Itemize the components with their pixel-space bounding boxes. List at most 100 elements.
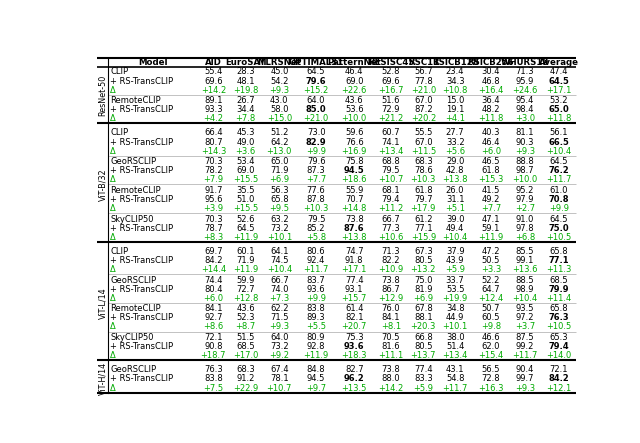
Text: 76.6: 76.6 <box>345 138 364 147</box>
Text: 52.2: 52.2 <box>482 276 500 284</box>
Text: 79.6: 79.6 <box>306 77 326 85</box>
Text: 67.3: 67.3 <box>414 247 433 256</box>
Text: 75.8: 75.8 <box>345 157 364 166</box>
Text: 53.6: 53.6 <box>345 105 364 114</box>
Text: 47.4: 47.4 <box>549 67 568 77</box>
Text: 46.4: 46.4 <box>482 138 500 147</box>
Text: 98.9: 98.9 <box>516 285 534 294</box>
Text: +11.3: +11.3 <box>546 265 572 274</box>
Text: +3.6: +3.6 <box>236 147 256 155</box>
Text: 37.9: 37.9 <box>446 247 465 256</box>
Text: 68.3: 68.3 <box>414 157 433 166</box>
Text: +22.6: +22.6 <box>342 85 367 95</box>
Text: 35.5: 35.5 <box>236 186 255 195</box>
Text: 50.7: 50.7 <box>482 304 500 313</box>
Text: +5.8: +5.8 <box>306 233 326 242</box>
Text: +15.2: +15.2 <box>303 85 329 95</box>
Text: 51.6: 51.6 <box>382 96 400 105</box>
Text: 79.5: 79.5 <box>382 166 400 175</box>
Text: 43.1: 43.1 <box>446 365 465 374</box>
Text: +3.3: +3.3 <box>481 265 501 274</box>
Text: 83.7: 83.7 <box>307 276 326 284</box>
Text: +9.2: +9.2 <box>269 351 289 360</box>
Text: 67.8: 67.8 <box>414 304 433 313</box>
Text: 92.7: 92.7 <box>204 313 223 323</box>
Text: 49.0: 49.0 <box>237 138 255 147</box>
Text: SkyCLIP50: SkyCLIP50 <box>110 214 154 224</box>
Text: 90.3: 90.3 <box>516 138 534 147</box>
Text: RSICB256: RSICB256 <box>468 58 514 67</box>
Text: 88.8: 88.8 <box>516 157 534 166</box>
Text: 43.9: 43.9 <box>446 256 465 265</box>
Text: + RS-TransCLIP: + RS-TransCLIP <box>110 105 173 114</box>
Text: 64.0: 64.0 <box>307 96 325 105</box>
Text: 68.5: 68.5 <box>236 342 255 351</box>
Text: +8.3: +8.3 <box>204 233 223 242</box>
Text: +10.4: +10.4 <box>442 233 468 242</box>
Text: + RS-TransCLIP: + RS-TransCLIP <box>110 256 173 265</box>
Text: 80.5: 80.5 <box>414 342 433 351</box>
Text: 82.9: 82.9 <box>306 138 326 147</box>
Text: 87.3: 87.3 <box>307 166 326 175</box>
Text: 87.5: 87.5 <box>516 333 534 342</box>
Text: + RS-TransCLIP: + RS-TransCLIP <box>110 195 173 204</box>
Text: 34.4: 34.4 <box>236 105 255 114</box>
Text: 84.2: 84.2 <box>204 256 223 265</box>
Text: 47.2: 47.2 <box>482 247 500 256</box>
Text: 77.1: 77.1 <box>414 224 433 233</box>
Text: WHURS19: WHURS19 <box>501 58 549 67</box>
Text: 48.2: 48.2 <box>482 105 500 114</box>
Text: 65.8: 65.8 <box>549 304 568 313</box>
Text: +16.7: +16.7 <box>378 85 404 95</box>
Text: 64.5: 64.5 <box>549 157 568 166</box>
Text: +12.1: +12.1 <box>546 384 572 392</box>
Text: GeoRSCLIP: GeoRSCLIP <box>110 276 156 284</box>
Text: 66.5: 66.5 <box>548 138 569 147</box>
Text: +10.5: +10.5 <box>546 233 572 242</box>
Text: 50.5: 50.5 <box>482 256 500 265</box>
Text: 15.0: 15.0 <box>446 96 464 105</box>
Text: + RS-TransCLIP: + RS-TransCLIP <box>110 77 173 85</box>
Text: +10.7: +10.7 <box>378 175 404 184</box>
Text: 64.2: 64.2 <box>270 138 289 147</box>
Text: 88.5: 88.5 <box>516 276 534 284</box>
Text: 96.2: 96.2 <box>344 374 365 383</box>
Text: +11.4: +11.4 <box>546 294 572 303</box>
Text: 85.2: 85.2 <box>307 224 325 233</box>
Text: +13.7: +13.7 <box>411 351 436 360</box>
Text: +9.7: +9.7 <box>306 384 326 392</box>
Text: 49.4: 49.4 <box>446 224 464 233</box>
Text: 77.4: 77.4 <box>414 365 433 374</box>
Text: +10.5: +10.5 <box>546 323 572 331</box>
Text: Δ: Δ <box>110 351 116 360</box>
Text: +10.4: +10.4 <box>267 265 292 274</box>
Text: +11.5: +11.5 <box>411 147 436 155</box>
Text: 77.8: 77.8 <box>414 77 433 85</box>
Text: +11.9: +11.9 <box>233 265 259 274</box>
Text: +10.7: +10.7 <box>267 384 292 392</box>
Text: + RS-TransCLIP: + RS-TransCLIP <box>110 224 173 233</box>
Text: 84.8: 84.8 <box>307 365 325 374</box>
Text: EuroSAT: EuroSAT <box>225 58 266 67</box>
Text: 54.2: 54.2 <box>270 77 289 85</box>
Text: 44.9: 44.9 <box>446 313 464 323</box>
Text: +7.7: +7.7 <box>306 175 326 184</box>
Text: 91.2: 91.2 <box>237 374 255 383</box>
Text: 66.4: 66.4 <box>204 128 223 137</box>
Text: 53.2: 53.2 <box>549 96 568 105</box>
Text: +8.7: +8.7 <box>236 323 256 331</box>
Text: 42.8: 42.8 <box>446 166 465 175</box>
Text: 76.3: 76.3 <box>548 313 569 323</box>
Text: 46.5: 46.5 <box>482 157 500 166</box>
Text: 74.0: 74.0 <box>270 285 289 294</box>
Text: 43.6: 43.6 <box>345 96 364 105</box>
Text: +6.9: +6.9 <box>269 175 289 184</box>
Text: 67.0: 67.0 <box>414 96 433 105</box>
Text: +3.0: +3.0 <box>515 114 535 123</box>
Text: Average: Average <box>539 58 579 67</box>
Text: 73.0: 73.0 <box>307 128 325 137</box>
Text: +12.9: +12.9 <box>378 294 404 303</box>
Text: +17.9: +17.9 <box>411 204 436 213</box>
Text: 87.8: 87.8 <box>307 195 326 204</box>
Text: +17.0: +17.0 <box>233 351 259 360</box>
